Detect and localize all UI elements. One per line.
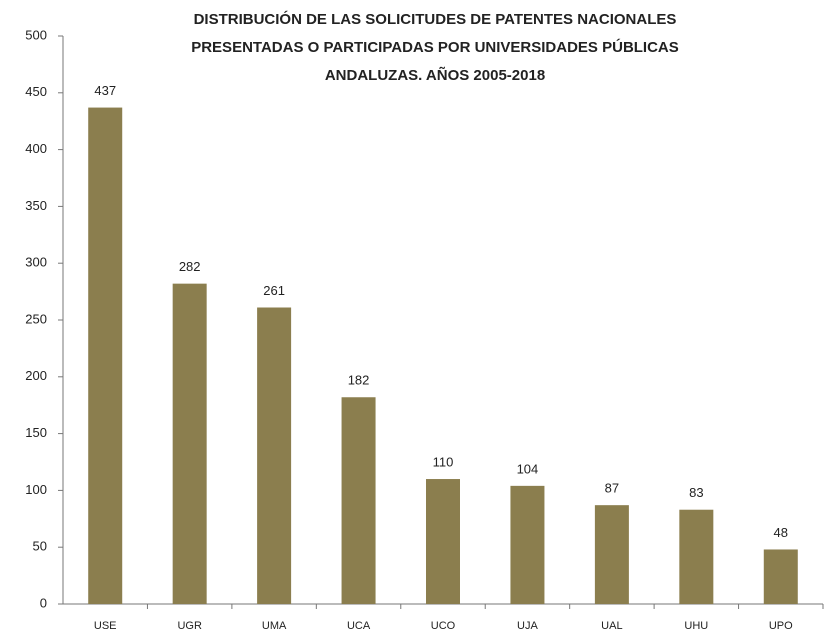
- value-label: 83: [689, 485, 703, 500]
- bar: [679, 509, 714, 604]
- bar: [88, 107, 123, 605]
- x-tick-label: UPO: [769, 620, 793, 632]
- x-tick-label: UJA: [517, 620, 538, 632]
- value-label: 282: [179, 259, 201, 274]
- bar: [257, 307, 292, 604]
- bar: [510, 485, 545, 604]
- value-label: 261: [263, 283, 285, 298]
- bar: [341, 397, 376, 604]
- y-tick-label: 250: [25, 311, 47, 326]
- y-tick-label: 100: [25, 482, 47, 497]
- y-tick-label: 200: [25, 368, 47, 383]
- x-tick-label: UGR: [177, 620, 202, 632]
- x-tick-label: UCA: [347, 620, 371, 632]
- x-tick-label: UMA: [262, 620, 287, 632]
- y-tick-label: 350: [25, 198, 47, 213]
- chart-title: DISTRIBUCIÓN DE LAS SOLICITUDES DE PATEN…: [194, 10, 677, 28]
- y-tick-label: 150: [25, 425, 47, 440]
- bar: [763, 549, 798, 604]
- x-tick-label: UHU: [684, 620, 708, 632]
- bar: [426, 479, 460, 604]
- y-tick-label: 0: [40, 595, 47, 610]
- y-tick-label: 400: [25, 141, 47, 156]
- bar: [172, 283, 207, 604]
- value-label: 104: [517, 461, 539, 476]
- value-label: 110: [433, 454, 454, 469]
- y-tick-label: 300: [25, 255, 47, 270]
- x-tick-label: UCO: [431, 620, 456, 632]
- value-label: 182: [348, 373, 370, 388]
- y-tick-label: 50: [33, 539, 47, 554]
- x-tick-label: USE: [94, 620, 117, 632]
- y-tick-label: 500: [25, 27, 47, 42]
- value-label: 87: [605, 481, 619, 496]
- value-label: 437: [94, 83, 116, 98]
- bar: [594, 505, 629, 604]
- x-tick-label: UAL: [601, 620, 622, 632]
- chart-title: ANDALUZAS. AÑOS 2005-2018: [325, 66, 545, 84]
- value-label: 48: [774, 525, 788, 540]
- chart-title: PRESENTADAS O PARTICIPADAS POR UNIVERSID…: [191, 38, 679, 56]
- y-tick-label: 450: [25, 84, 47, 99]
